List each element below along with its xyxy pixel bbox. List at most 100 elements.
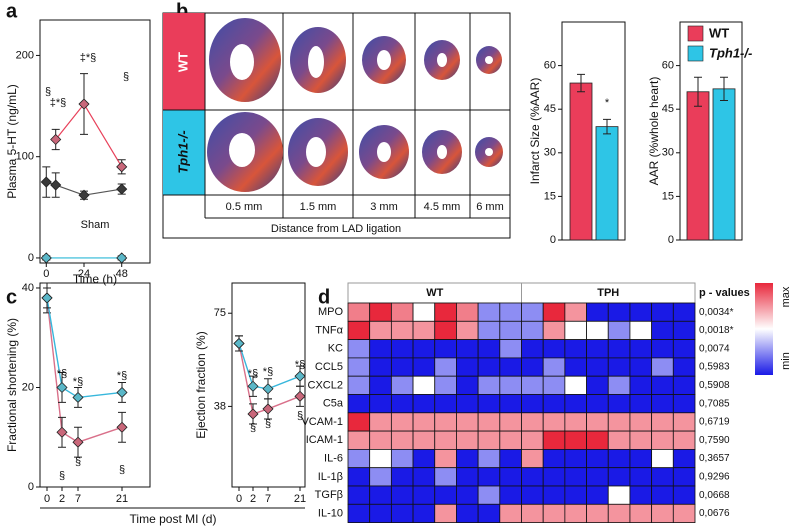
heart-lumen [230,44,254,80]
heart-lumen [306,137,326,167]
heat-cell [629,503,653,523]
heat-cell [672,320,696,340]
series-line [46,297,123,399]
group-label: TPH [597,287,619,299]
row-label: IL-1β [318,471,343,483]
heat-cell [434,375,457,395]
annotation: § [297,410,303,422]
y-tick-label: 15 [544,190,556,202]
heat-cell [347,375,371,395]
heat-cell [369,412,392,432]
y-axis-label: Infarct Size (%AAR) [528,78,542,185]
x-tick-label: 7 [75,493,81,505]
marker [56,426,68,438]
y-tick-label: 100 [16,151,34,163]
marker [116,161,128,173]
heat-cell [390,320,414,340]
heart-lumen [229,133,255,167]
heat-cell [564,302,587,322]
heat-cell [347,339,371,359]
heat-cell [499,485,522,505]
y-tick-label: 30 [544,147,556,159]
heat-cell [651,485,674,505]
marker [41,292,53,304]
x-tick-label: 24 [78,268,90,280]
heat-cell [412,467,436,487]
heat-cell [499,339,522,359]
heat-cell [586,467,609,487]
heat-cell [542,357,566,377]
annotation: § [45,86,51,98]
heat-cell [521,430,544,450]
marker [78,98,90,110]
heat-cell [629,302,653,322]
annotation: *§ [295,359,305,371]
annotation: § [250,422,256,434]
p-value: 0,7590 [699,435,730,446]
heat-cell [347,485,371,505]
distance-label: 3 mm [370,201,398,213]
heat-cell [499,412,522,432]
heat-cell [390,448,414,469]
error-bar [603,118,611,135]
marker [40,176,52,188]
heat-cell [542,320,566,340]
heat-cell [347,394,371,414]
annotation: § [59,470,65,482]
heat-cell [586,375,609,395]
annotation: § [75,456,81,468]
heat-cell [456,412,479,432]
heat-cell [607,485,631,505]
heat-cell [434,339,457,359]
heat-cell [499,467,522,487]
heat-cell [564,467,587,487]
row-label: Tph1-/- [175,130,190,173]
heat-cell [434,357,457,377]
heat-cell [477,375,501,395]
marker [262,403,274,415]
heat-cell [434,503,457,523]
heat-cell [586,430,609,450]
colorbar-label: min [780,352,792,370]
heat-cell [499,430,522,450]
heat-cell [456,430,479,450]
heat-cell [456,448,479,469]
row-label: IL-6 [324,452,343,464]
marker [56,381,68,394]
heat-cell [369,448,392,469]
heat-cell [390,339,414,359]
y-axis-label: Plasma 5-HT (ng/mL) [5,84,19,198]
heat-cell [542,503,566,523]
distance-label: 6 mm [476,201,504,213]
heat-cell [477,339,501,359]
heat-cell [564,448,587,469]
heat-cell [499,448,522,469]
annotation: *§ [117,370,127,382]
heat-cell [607,448,631,469]
annotation: ‡*§ [80,52,97,64]
heat-cell [369,375,392,395]
heat-cell [434,320,457,340]
colorbar [755,283,773,375]
heat-cell [521,375,544,395]
p-value: 0,0018* [699,325,734,336]
heat-cell [412,430,436,450]
p-values-title: p - values [699,287,750,299]
bar [686,91,710,241]
heat-cell [542,467,566,487]
heat-cell [629,339,653,359]
annotation: *§ [73,376,83,388]
marker [50,179,62,191]
p-value: 0,6719 [699,417,730,428]
row-header [163,13,205,110]
heat-cell [651,339,674,359]
heat-cell [499,394,522,414]
heat-cell [499,320,522,340]
heat-cell [456,375,479,395]
heat-cell [412,394,436,414]
heat-cell [369,320,392,340]
heat-cell [369,503,392,523]
heat-cell [369,485,392,505]
error-bar [720,76,728,101]
heat-cell [434,394,457,414]
